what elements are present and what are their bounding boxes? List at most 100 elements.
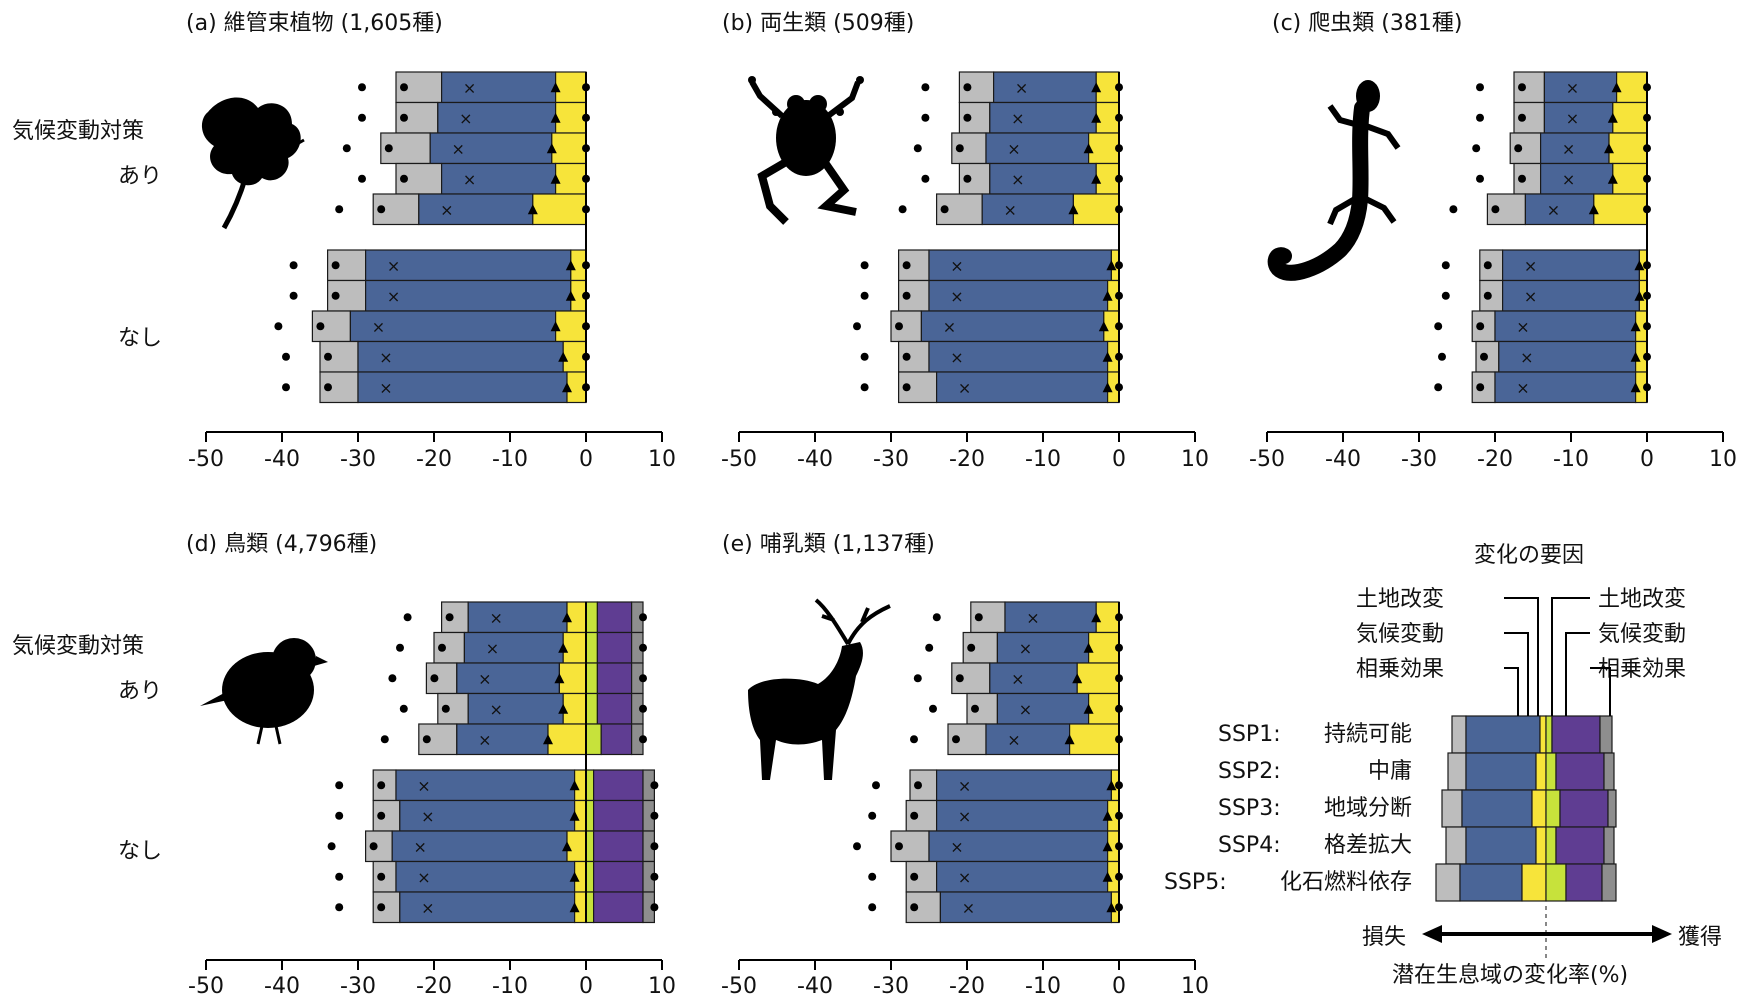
bar-landuse-gain [585, 860, 595, 893]
bar-climate-loss [456, 662, 560, 695]
bar-climate-loss [1524, 193, 1595, 226]
marker-cross: × [459, 109, 472, 128]
legend-ssp4-code: SSP4: [1218, 833, 1281, 858]
marker-triangle [550, 112, 561, 123]
marker-dot [1514, 144, 1523, 153]
marker-triangle [1630, 321, 1641, 332]
marker-dot [868, 872, 877, 881]
marker-dot [910, 811, 919, 820]
bar-landuse-loss [554, 71, 587, 104]
deer-icon [748, 598, 891, 780]
legend-bar-segment [1545, 863, 1567, 902]
x-tick-label: -50 [721, 974, 757, 995]
marker-cross: × [379, 378, 392, 397]
marker-cross: × [1566, 78, 1579, 97]
bar-synergy-loss [372, 891, 401, 924]
bar-landuse-gain [585, 601, 598, 634]
panel-title-e: (e) 哺乳類 (1,137種) [722, 532, 935, 557]
panel-1: ××××××××××-50 -40 -30 -20 -10 0 10 [188, 71, 676, 472]
x-tick-label: -40 [797, 974, 833, 995]
marker-cross: × [1520, 348, 1533, 367]
marker-triangle [558, 642, 569, 653]
bar-climate-loss [996, 692, 1090, 725]
marker-dot [422, 735, 431, 744]
bar-landuse-loss [562, 631, 587, 664]
x-tick-label: 0 [579, 974, 593, 995]
marker-dot [358, 113, 366, 122]
legend-title: 変化の要因 [1474, 543, 1584, 568]
marker-cross: × [387, 256, 400, 275]
bar-climate-loss [437, 101, 557, 134]
x-tick-label: -50 [188, 447, 224, 472]
marker-dot [921, 174, 930, 183]
marker-cross: × [1516, 378, 1529, 397]
x-tick-label: -10 [1553, 447, 1589, 472]
marker-dot [289, 261, 298, 270]
marker-triangle [550, 82, 561, 93]
bar-landuse-gain [585, 631, 598, 664]
legend-left-label-3: 相乗効果 [1356, 657, 1444, 682]
marker-cross: × [1547, 200, 1560, 219]
x-tick-label: -50 [721, 447, 757, 472]
marker-dot [274, 322, 283, 331]
marker-dot [974, 613, 983, 622]
marker-dot [1518, 113, 1526, 122]
marker-triangle [569, 871, 580, 882]
marker-cross: × [372, 317, 385, 336]
marker-triangle [1102, 351, 1113, 362]
marker-triangle [1106, 780, 1117, 791]
marker-dot [438, 643, 446, 652]
marker-dot [1441, 261, 1450, 270]
marker-dot [963, 174, 972, 183]
marker-cross: × [1011, 170, 1024, 189]
marker-triangle [1607, 112, 1618, 123]
marker-dot [1480, 352, 1488, 361]
marker-dot [860, 383, 869, 392]
marker-dot [1483, 261, 1492, 270]
bar-climate-gain [592, 769, 644, 802]
legend-ssp3-code: SSP3: [1218, 796, 1281, 821]
frog-icon [748, 76, 864, 225]
marker-dot [1518, 174, 1526, 183]
marker-dot [369, 842, 378, 851]
bar-landuse-loss [1087, 692, 1120, 725]
marker-cross: × [1015, 78, 1028, 97]
marker-triangle [1634, 260, 1645, 271]
bar-landuse-loss [547, 723, 587, 756]
marker-dot [913, 144, 922, 153]
marker-dot [331, 291, 340, 300]
legend-bar-segment [1599, 715, 1613, 754]
marker-dot [377, 205, 386, 214]
bar-climate-loss [992, 71, 1097, 104]
marker-dot [384, 144, 393, 153]
marker-triangle [562, 612, 572, 623]
marker-dot [1472, 144, 1481, 153]
x-tick-label: -40 [1325, 447, 1361, 472]
marker-cross: × [421, 807, 434, 826]
marker-triangle [1083, 642, 1094, 653]
marker-triangle [1064, 734, 1075, 745]
legend-ssp1-code: SSP1: [1218, 722, 1281, 747]
legend-loss-label: 損失 [1362, 925, 1406, 950]
x-tick-label: -40 [264, 447, 300, 472]
arrow-right-icon [1652, 925, 1672, 943]
marker-dot [1434, 322, 1443, 331]
legend-bar-segment [1539, 715, 1547, 754]
marker-cross: × [950, 348, 963, 367]
bar-climate-loss [996, 631, 1090, 664]
marker-cross: × [1026, 608, 1039, 627]
marker-triangle [565, 290, 576, 301]
bar-landuse-loss [551, 132, 587, 165]
marker-dot [399, 704, 408, 713]
marker-dot [1449, 205, 1458, 214]
marker-dot [921, 113, 930, 122]
legend-ssp4-name: 格差拡大 [1324, 833, 1412, 858]
leaf-icon [201, 97, 305, 230]
marker-cross: × [1562, 139, 1575, 158]
marker-dot [342, 144, 351, 153]
bar-landuse-loss [566, 601, 587, 634]
bar-climate-loss [989, 101, 1097, 134]
x-tick-label: -30 [1401, 447, 1437, 472]
bar-landuse-gain [585, 891, 595, 924]
bar-climate-gain [596, 692, 633, 725]
